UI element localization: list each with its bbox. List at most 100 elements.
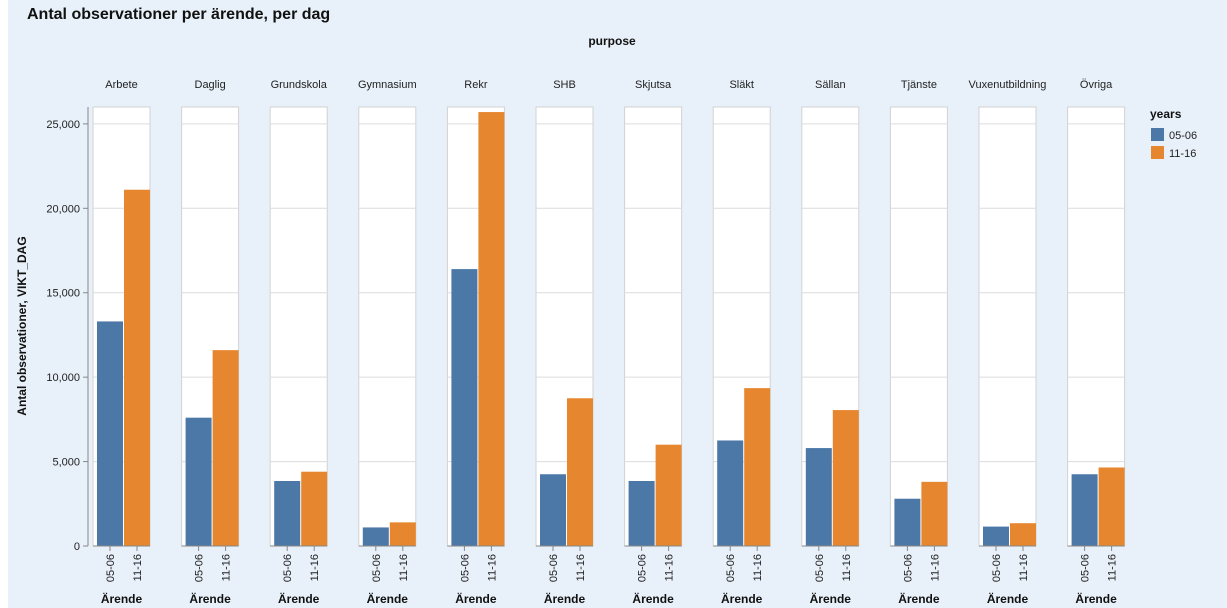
facet-label: Skjutsa [635,79,672,91]
facet-label: Tjänste [901,79,937,91]
legend-swatch [1151,146,1164,159]
chart-panel: Antal observationer per ärende, per dag … [8,0,1227,608]
x-tick-label: 05-06 [282,554,294,582]
y-tick-label: 10,000 [46,372,80,384]
facet-label: Rekr [464,79,488,91]
bar-05-06 [1071,474,1098,546]
facet-label: Grundskola [271,79,328,91]
x-tick-label: 05-06 [459,554,471,582]
x-tick-label: 11-16 [221,554,233,581]
x-tick-label: 05-06 [902,554,914,582]
x-tick-label: 05-06 [548,554,560,582]
x-axis-title: Ärende [189,591,231,606]
facet-label: SHB [553,79,576,91]
facet-label: Övriga [1080,79,1113,91]
x-tick-label: 05-06 [1080,554,1092,582]
facet-title: purpose [588,34,636,48]
x-tick-label: 11-16 [664,554,676,581]
facet-label: Gymnasium [358,79,417,91]
facet-label: Sällan [815,79,846,91]
x-tick-label: 05-06 [991,554,1003,582]
facet-label: Vuxenutbildning [969,79,1047,91]
bar-05-06 [628,480,655,546]
facet-10: Vuxenutbildning 05-06 11-16 Ärende [969,79,1047,606]
facet-plot-area [889,106,948,547]
facet-7: Släkt 05-06 11-16 Ärende [712,79,771,606]
bar-11-16 [212,350,239,546]
x-tick-label: 11-16 [752,554,764,581]
facet-4: Rekr 05-06 11-16 Ärende [446,79,505,606]
x-axis-title: Ärende [455,591,497,606]
chart-canvas: purpose Antal observationer, VIKT_DAG 05… [15,34,1197,606]
facet-6: Skjutsa 05-06 11-16 Ärende [624,79,683,606]
facet-0: Arbete 05-06 11-16 Ärende [92,79,151,606]
x-axis-title: Ärende [544,591,586,606]
facet-label: Arbete [105,79,137,91]
y-tick-label: 25,000 [46,119,80,131]
facet-label: Släkt [729,79,753,91]
x-axis-title: Ärende [987,591,1029,606]
x-axis-title: Ärende [278,591,320,606]
chart-title: Antal observationer per ärende, per dag [27,6,331,23]
bar-05-06 [362,527,389,546]
y-tick-label: 15,000 [46,288,80,300]
x-tick-label: 05-06 [105,554,117,582]
x-axis-title: Ärende [1075,591,1117,606]
legend-title: years [1150,107,1182,121]
x-tick-label: 11-16 [132,554,144,581]
bar-11-16 [1098,467,1125,546]
bar-05-06 [717,440,744,546]
x-tick-label: 11-16 [841,554,853,581]
x-tick-label: 05-06 [194,554,206,582]
bar-11-16 [567,398,593,546]
x-axis-title: Ärende [898,591,940,606]
bar-11-16 [478,112,505,547]
bar-11-16 [389,522,416,546]
x-tick-label: 11-16 [929,554,941,581]
bar-05-06 [983,526,1009,546]
facet-plot-area [978,106,1037,547]
bar-05-06 [894,498,921,546]
y-axis: 0 5,000 10,000 15,000 20,000 25,000 [46,107,89,553]
bar-05-06 [274,480,301,546]
x-tick-label: 05-06 [725,554,737,582]
legend: years 05-06 11-16 [1150,107,1197,160]
x-axis-title: Ärende [632,591,674,606]
bar-11-16 [124,189,150,546]
bar-05-06 [540,474,566,546]
x-axis-title: Ärende [810,591,852,606]
x-axis-title: Ärende [367,591,409,606]
y-tick-label: 5,000 [52,457,80,469]
x-axis-title: Ärende [101,591,143,606]
y-tick-label: 20,000 [46,203,80,215]
bar-05-06 [805,448,832,546]
bar-05-06 [451,269,478,546]
facet-label: Daglig [195,79,226,91]
x-axis-title: Ärende [721,591,763,606]
facet-5: SHB 05-06 11-16 Ärende [535,79,594,606]
x-tick-label: 05-06 [637,554,649,582]
facet-9: Tjänste 05-06 11-16 Ärende [889,79,948,606]
x-tick-label: 05-06 [371,554,383,582]
x-tick-label: 11-16 [575,554,587,581]
facet-3: Gymnasium 05-06 11-16 Ärende [358,79,417,606]
legend-swatch [1151,128,1164,141]
x-tick-label: 11-16 [1018,554,1030,581]
x-tick-label: 11-16 [486,554,498,581]
facet-8: Sällan 05-06 11-16 Ärende [801,79,860,606]
legend-label: 11-16 [1169,148,1196,160]
bar-11-16 [301,471,328,546]
bar-05-06 [185,417,212,546]
facets: Arbete 05-06 11-16 Ärende Daglig 05-06 11-16 Är… [92,79,1126,606]
x-tick-label: 11-16 [398,554,410,581]
x-tick-label: 11-16 [1107,554,1119,581]
bar-11-16 [1010,523,1036,546]
x-tick-label: 05-06 [814,554,826,582]
facet-2: Grundskola 05-06 11-16 Ärende [269,79,328,606]
bar-05-06 [97,321,123,546]
y-tick-label: 0 [74,541,80,553]
bar-11-16 [744,388,771,546]
facet-11: Övriga 05-06 11-16 Ärende [1067,79,1126,606]
facet-plot-area [358,106,417,547]
facet-1: Daglig 05-06 11-16 Ärende [181,79,240,606]
